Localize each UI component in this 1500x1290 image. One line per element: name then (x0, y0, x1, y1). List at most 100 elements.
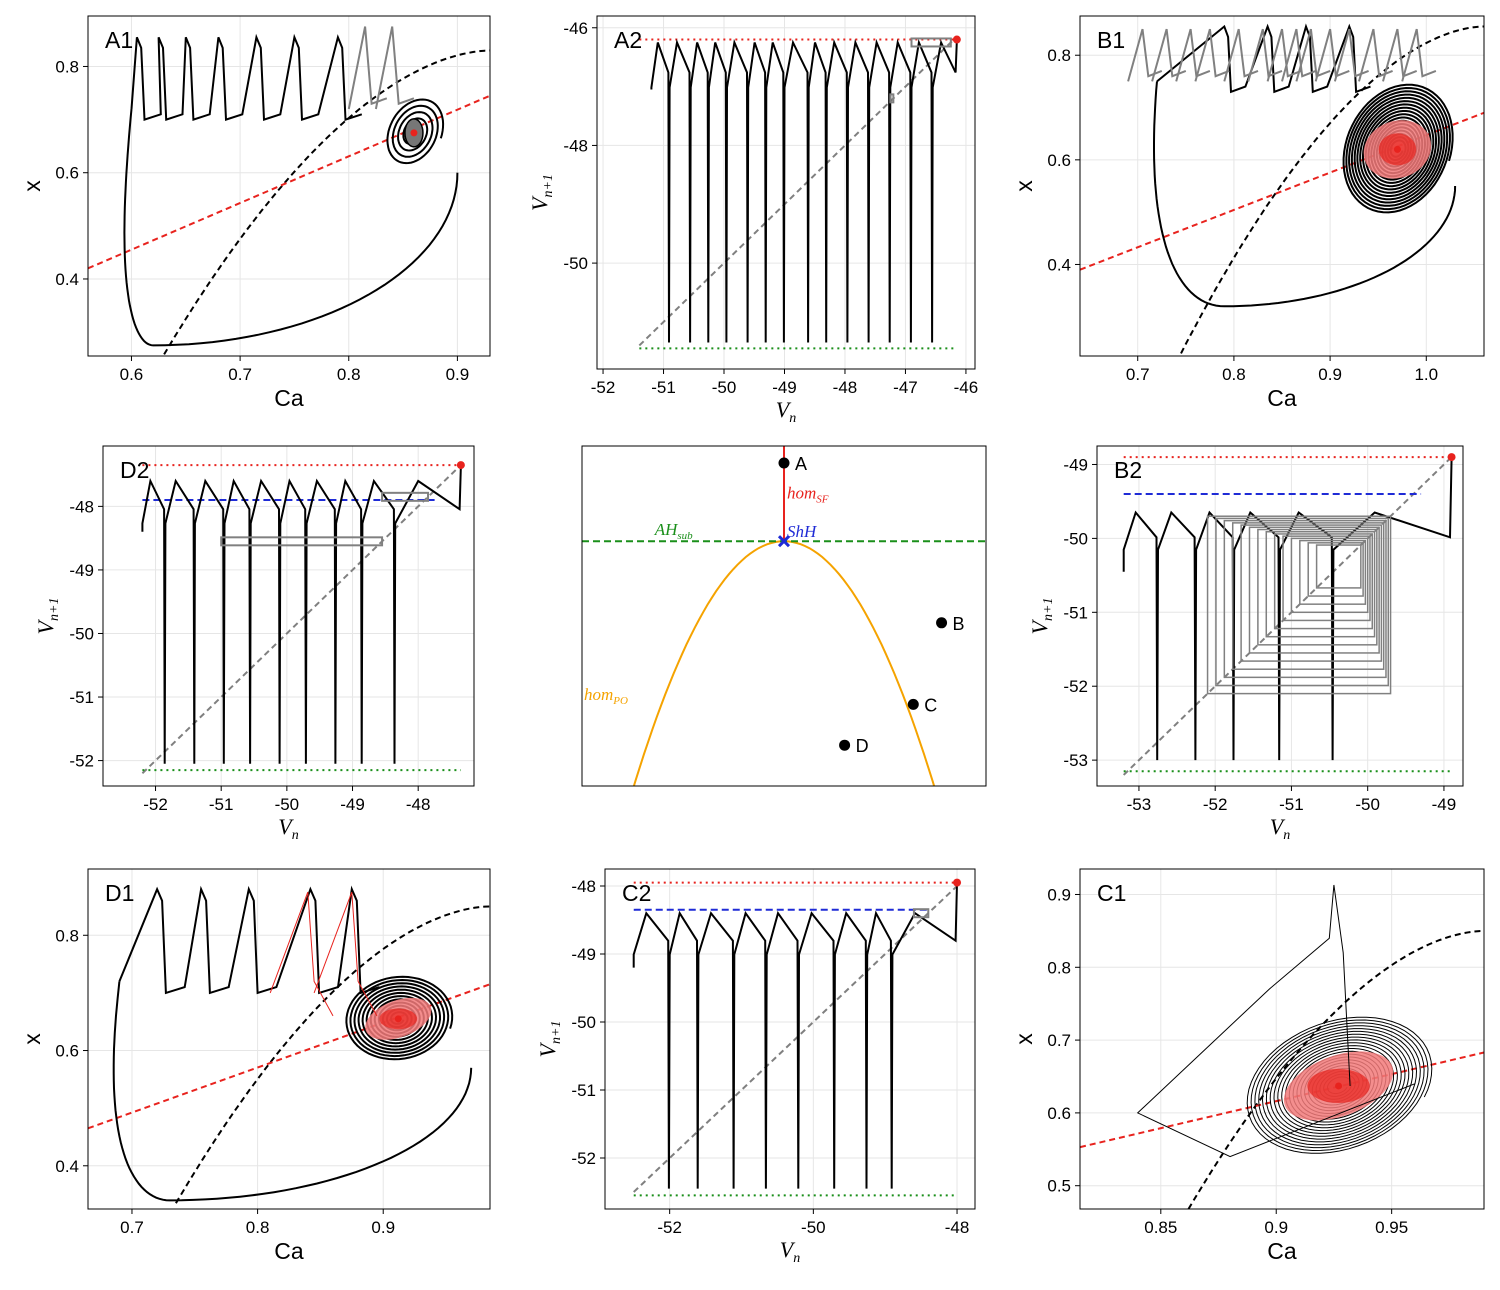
ah-sub-label: AHsub (654, 520, 693, 542)
y-tick-label: -51 (69, 688, 94, 707)
y-tick-label: -49 (571, 945, 596, 964)
y-tick-label: 0.6 (1047, 151, 1071, 170)
grey-spike (374, 26, 415, 110)
equilibrium-point (410, 129, 418, 137)
x-tick-label: -52 (1203, 795, 1228, 814)
x-tick-label: 0.7 (1126, 365, 1150, 384)
x-tick-label: -51 (209, 795, 234, 814)
axes-frame (604, 868, 976, 1210)
y-tick-label: -50 (563, 254, 588, 273)
burst-trajectory (1156, 23, 1371, 94)
parameter-label-d: D (856, 736, 869, 756)
y-tick-label: -48 (69, 497, 94, 516)
diagonal (1122, 456, 1453, 776)
x-tick-label: 0.95 (1375, 1218, 1408, 1237)
cobweb-segment (889, 93, 895, 104)
x-tick-label: -51 (651, 378, 676, 397)
x-axis-label: Ca (1267, 1238, 1297, 1264)
y-tick-label: 0.4 (1047, 255, 1071, 274)
y-tick-label: -52 (1063, 677, 1088, 696)
grey-spike (1175, 28, 1211, 82)
y-tick-label: -49 (69, 561, 94, 580)
x-nullcline (163, 49, 490, 355)
red-spike (269, 891, 334, 1017)
y-tick-label: -46 (563, 19, 588, 38)
cobweb-box (1282, 535, 1371, 622)
x-tick-label: -51 (1279, 795, 1304, 814)
y-tick-label: 0.4 (55, 270, 79, 289)
x-axis-label: Vn (1270, 814, 1290, 843)
x-nullcline (1187, 929, 1484, 1209)
panel-label: A2 (614, 27, 642, 53)
equilibrium-point (1335, 1082, 1343, 1090)
grey-spike (1295, 28, 1331, 82)
x-nullcline (1180, 25, 1484, 354)
plot-area (582, 446, 986, 786)
grid (597, 16, 975, 369)
grey-spike (1266, 28, 1302, 82)
y-axis-label: Vn+1 (1027, 598, 1056, 635)
plot-area (638, 35, 961, 350)
x-tick-label: 0.9 (1264, 1218, 1288, 1237)
y-tick-label: 0.5 (1047, 1177, 1071, 1196)
axes-frame (596, 15, 976, 370)
grey-spike (1281, 28, 1317, 82)
cobweb-box (1223, 519, 1387, 679)
x-tick-label: 0.7 (120, 1218, 144, 1237)
y-axis-label: x (1011, 1033, 1037, 1045)
y-tick-label: -52 (69, 752, 94, 771)
axes-frame (102, 445, 475, 787)
parameter-point-b (936, 617, 948, 629)
x-tick-label: -50 (801, 1218, 826, 1237)
plot-area (1080, 23, 1484, 354)
y-tick-label: -53 (1063, 751, 1088, 770)
x-tick-label: 0.6 (120, 365, 144, 384)
x-tick-label: 0.9 (371, 1218, 395, 1237)
x-tick-label: 0.8 (337, 365, 361, 384)
cobweb-box (1315, 544, 1362, 589)
y-axis-label: x (19, 180, 45, 192)
x-tick-label: -53 (1127, 795, 1152, 814)
x-tick-label: -52 (657, 1218, 682, 1237)
burst-trajectory (130, 33, 363, 121)
y-tick-label: -51 (1063, 603, 1088, 622)
x-tick-label: -50 (1355, 795, 1380, 814)
x-tick-label: -49 (340, 795, 365, 814)
panel-b1: 0.7 0.8 0.9 1.0 0.4 0.6 0.8 B1 Ca x (1011, 15, 1485, 411)
panel-label: D1 (105, 880, 134, 906)
parameter-label-c: C (924, 695, 937, 715)
cobweb-box (1257, 528, 1378, 646)
panel-a1: 0.6 0.7 0.8 0.9 0.4 0.6 0.8 A1 Ca x (19, 15, 491, 411)
cobweb-segment (381, 491, 430, 502)
axes-frame (1079, 15, 1485, 357)
x-tick-label: 0.8 (246, 1218, 270, 1237)
grey-spike (1247, 28, 1283, 82)
panel-label: C2 (622, 880, 651, 906)
plot-area (141, 461, 465, 775)
single-spike-trajectory (1136, 884, 1415, 1158)
parameter-label-b: B (953, 614, 965, 634)
x-tick-label: -49 (1432, 795, 1457, 814)
y-axis-label: x (1011, 180, 1037, 192)
grid (605, 869, 975, 1209)
return-map-curve (141, 465, 462, 764)
x-tick-label: -47 (893, 378, 918, 397)
plot-area (88, 26, 490, 355)
cobweb-box (1290, 537, 1369, 614)
plot-area (632, 878, 962, 1197)
x-tick-label: 1.0 (1414, 365, 1438, 384)
y-axis-label: Vn+1 (527, 174, 556, 211)
y-tick-label: -48 (571, 877, 596, 896)
return-map-curve (632, 882, 958, 1189)
x-axis-label: Ca (1267, 385, 1297, 411)
panel-c1: 0.85 0.9 0.95 0.5 0.6 0.7 0.8 0.9 C1 Ca x (1011, 868, 1485, 1264)
hom-po-curve (632, 540, 936, 786)
grey-spike (347, 26, 388, 110)
x-tick-label: 0.7 (228, 365, 252, 384)
y-tick-label: 0.8 (55, 926, 79, 945)
tip-point (1447, 453, 1456, 462)
grid (88, 869, 490, 1209)
red-spike (313, 891, 378, 1017)
cobweb-segment (220, 536, 384, 547)
axes-frame (1079, 868, 1485, 1210)
